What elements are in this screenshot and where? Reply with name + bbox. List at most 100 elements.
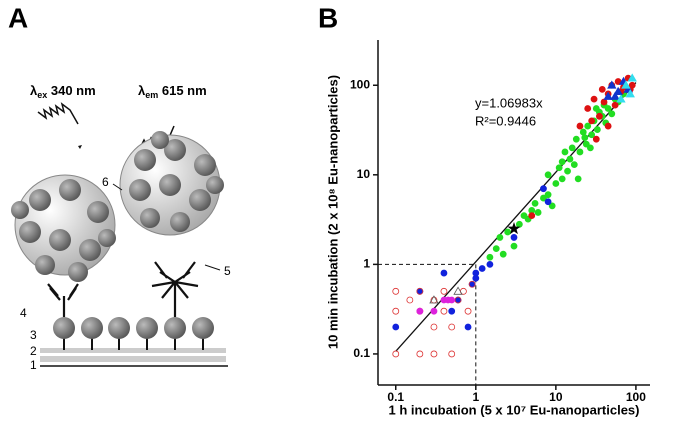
- point: [531, 199, 539, 207]
- arrowhead: [78, 145, 82, 149]
- point: [392, 350, 400, 358]
- point: [528, 212, 536, 220]
- point: [392, 287, 400, 295]
- excitation-label: λex 340 nm: [30, 83, 96, 100]
- x-tick-label: 100: [626, 390, 646, 404]
- leader: [112, 183, 123, 191]
- point: [568, 144, 576, 152]
- capture-spheres: [53, 317, 214, 339]
- point: [440, 307, 448, 315]
- point: [548, 202, 556, 210]
- point: [576, 148, 584, 156]
- point: [440, 287, 448, 295]
- point: [444, 296, 452, 304]
- point: [392, 323, 400, 331]
- point: [534, 209, 542, 216]
- point: [561, 148, 569, 156]
- part-label: 5: [224, 264, 231, 278]
- point: [598, 85, 606, 93]
- point: [406, 296, 414, 304]
- panel-label: A: [8, 2, 28, 33]
- point: [453, 286, 463, 295]
- point: [468, 280, 476, 288]
- part-label: 4: [20, 306, 27, 320]
- point: [592, 135, 600, 143]
- point: [448, 350, 456, 358]
- point: [628, 81, 636, 89]
- point: [604, 105, 612, 112]
- point: [510, 234, 518, 241]
- point: [510, 242, 518, 250]
- point: [496, 234, 504, 241]
- point: [584, 122, 592, 130]
- point: [588, 117, 596, 125]
- point: [608, 110, 616, 118]
- point: [625, 89, 635, 98]
- point: [593, 126, 601, 133]
- point: [596, 112, 603, 120]
- point: [613, 86, 623, 95]
- point: [464, 323, 472, 331]
- surface-balls: [11, 131, 224, 282]
- point: [558, 158, 566, 166]
- point: [610, 91, 620, 100]
- x-tick-label: 0.1: [387, 390, 404, 404]
- part-label: 6: [102, 175, 109, 189]
- point: [582, 140, 590, 148]
- point: [507, 222, 521, 235]
- point: [581, 134, 589, 142]
- panel-label: B: [318, 2, 338, 33]
- point: [576, 122, 584, 130]
- point: [499, 250, 507, 258]
- point: [478, 265, 486, 272]
- point: [430, 323, 438, 331]
- point: [448, 307, 456, 315]
- point: [564, 167, 571, 175]
- point: [416, 307, 424, 315]
- antibody-5: [151, 261, 199, 317]
- point: [558, 175, 566, 183]
- point: [584, 105, 592, 112]
- point: [603, 91, 613, 100]
- point: [430, 307, 438, 315]
- point: [574, 175, 582, 183]
- y-tick-label: 0.1: [353, 346, 370, 360]
- y-tick-label: 10: [357, 167, 371, 181]
- fit-label: y=1.06983x: [475, 95, 543, 110]
- x-tick-label: 10: [549, 390, 563, 404]
- part-label: 1: [30, 358, 37, 372]
- point: [544, 171, 552, 179]
- y-tick-label: 100: [350, 77, 370, 91]
- part-label: 3: [30, 328, 37, 342]
- point: [416, 287, 424, 295]
- point: [570, 161, 578, 169]
- point: [555, 164, 563, 172]
- point: [588, 131, 596, 139]
- part-label: 2: [30, 344, 37, 358]
- point: [440, 269, 448, 277]
- panel-a: A λex 340 nm λem 615 nm 6 5 4 3 2 1: [8, 2, 231, 372]
- layer-2: [40, 348, 226, 362]
- leader: [204, 264, 221, 271]
- point: [579, 128, 587, 136]
- point: [566, 155, 574, 163]
- point: [616, 94, 626, 103]
- point: [430, 350, 438, 358]
- y-tick-label: 1: [363, 257, 370, 271]
- point: [540, 194, 547, 202]
- point: [492, 245, 500, 253]
- point: [429, 295, 439, 304]
- point: [416, 350, 424, 358]
- point: [611, 101, 619, 109]
- point: [486, 253, 494, 261]
- point: [586, 144, 594, 152]
- point: [607, 80, 617, 89]
- point: [544, 198, 552, 206]
- point: [600, 98, 608, 106]
- point: [504, 228, 512, 236]
- r2-label: R²=0.9446: [475, 113, 536, 128]
- point: [464, 307, 472, 315]
- y-axis-title: 10 min incubation (2 x 10⁸ Eu-nanopartic…: [325, 75, 340, 349]
- point: [572, 135, 580, 143]
